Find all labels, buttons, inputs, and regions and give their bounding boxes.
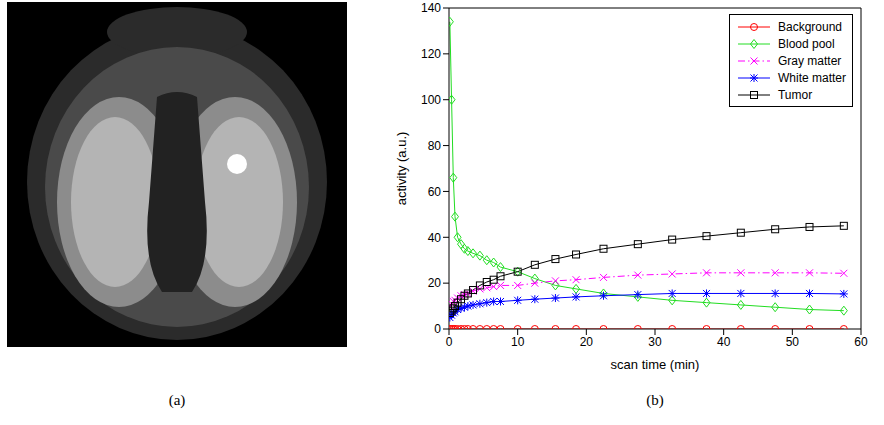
html-text:Blood pool: Blood pool — [778, 36, 835, 51]
svg-text:30: 30 — [648, 335, 662, 349]
svg-text:60: 60 — [854, 335, 868, 349]
svg-text:10: 10 — [511, 335, 525, 349]
svg-text:scan time (min): scan time (min) — [611, 357, 700, 372]
svg-text:80: 80 — [428, 139, 442, 153]
svg-text:20: 20 — [580, 335, 594, 349]
svg-text:100: 100 — [421, 93, 441, 107]
svg-text:40: 40 — [428, 231, 442, 245]
svg-text:40: 40 — [717, 335, 731, 349]
html-text:White matter: White matter — [778, 70, 846, 85]
svg-text:140: 140 — [421, 1, 441, 15]
svg-text:50: 50 — [786, 335, 800, 349]
svg-text:20: 20 — [428, 276, 442, 290]
svg-text:120: 120 — [421, 47, 441, 61]
svg-text:activity (a.u.): activity (a.u.) — [394, 132, 409, 206]
html-text:Background: Background — [778, 19, 842, 34]
html-text:(b): (b) — [646, 392, 664, 408]
svg-text:0: 0 — [446, 335, 453, 349]
svg-text:60: 60 — [428, 185, 442, 199]
svg-text:0: 0 — [434, 322, 441, 336]
html-text:Tumor: Tumor — [778, 87, 813, 102]
html-text:(a): (a) — [168, 392, 186, 408]
html-text:Gray matter: Gray matter — [778, 53, 842, 68]
